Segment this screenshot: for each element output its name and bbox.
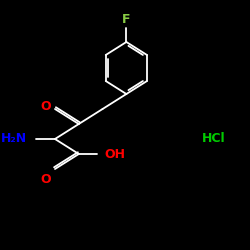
Text: O: O bbox=[41, 173, 51, 186]
Text: OH: OH bbox=[104, 148, 125, 160]
Text: HCl: HCl bbox=[202, 132, 225, 144]
Text: H₂N: H₂N bbox=[1, 132, 27, 145]
Text: O: O bbox=[41, 100, 51, 114]
Text: F: F bbox=[122, 13, 130, 26]
